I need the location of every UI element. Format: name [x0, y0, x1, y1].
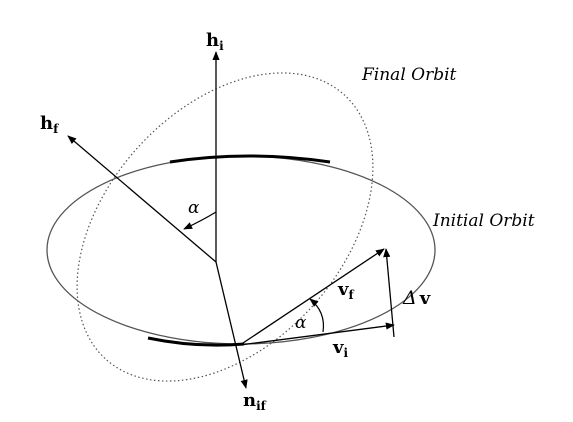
h-f-label: hf	[40, 113, 59, 136]
alpha-arc-lower	[309, 298, 325, 333]
orbit-intersection-arc-top	[169, 154, 331, 164]
alpha-lower-label: α	[295, 313, 307, 333]
h-i-label: hi	[206, 30, 224, 53]
v-i-vector	[239, 322, 395, 346]
v-i-label: vi	[332, 337, 348, 360]
v-f-label: vf	[337, 279, 354, 302]
initial-orbit-ellipse	[46, 155, 436, 345]
orbit-intersection-arc-bottom	[147, 336, 245, 347]
alpha-upper-label: α	[188, 198, 200, 218]
n-if-vector	[215, 261, 248, 389]
v-f-vector	[239, 248, 385, 346]
n-if-label: nif	[243, 390, 267, 413]
initial-orbit-label: Initial Orbit	[432, 211, 535, 231]
alpha-arc-upper	[183, 211, 217, 230]
h-f-vector	[67, 135, 217, 263]
final-orbit-label: Final Orbit	[361, 65, 457, 85]
delta-v-vector	[383, 248, 395, 338]
